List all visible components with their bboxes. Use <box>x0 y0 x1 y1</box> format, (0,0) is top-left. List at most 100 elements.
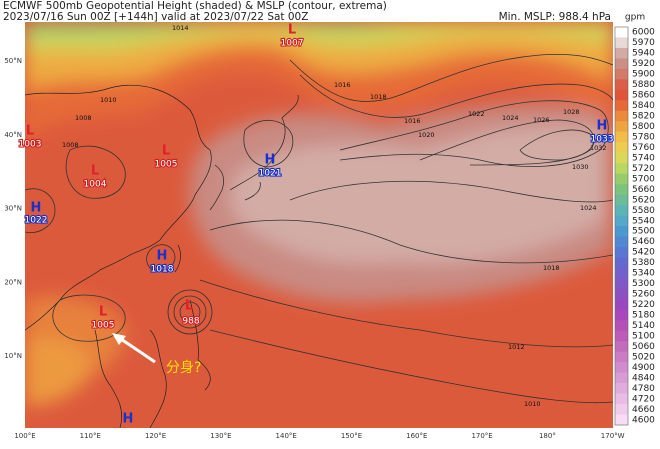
center-value: 1018 <box>151 265 174 275</box>
colorbar-label: 5540 <box>632 216 655 226</box>
colorbar-swatch <box>615 351 628 363</box>
center-value: 988 <box>182 317 199 327</box>
colorbar-label: 4660 <box>632 405 655 415</box>
title: ECMWF 500mb Geopotential Height (shaded)… <box>3 0 387 12</box>
colorbar-label: 5780 <box>632 132 655 142</box>
colorbar-label: 4780 <box>632 384 655 394</box>
colorbar-swatch <box>615 131 628 143</box>
colorbar-swatch <box>615 58 628 70</box>
lon-label: 100°E <box>14 432 35 440</box>
colorbar-swatch <box>615 383 628 394</box>
colorbar-label: 5940 <box>632 49 655 59</box>
center-type: H <box>597 119 608 134</box>
colorbar-swatch <box>615 362 628 373</box>
colorbar-label: 5970 <box>632 38 655 48</box>
colorbar-swatch <box>615 257 628 269</box>
colorbar-label: 5180 <box>632 311 655 321</box>
lon-label: 170°E <box>471 432 492 440</box>
colorbar-label: 4840 <box>632 373 655 383</box>
colorbar-label: 5580 <box>632 206 655 216</box>
colorbar-label: 5700 <box>632 174 655 184</box>
colorbar-label: 4600 <box>632 415 655 425</box>
colorbar-swatch <box>615 110 628 122</box>
lon-label: 110°E <box>80 432 101 440</box>
colorbar-swatch <box>615 215 628 227</box>
colorbar-swatch <box>615 246 628 258</box>
isobar-label: 1016 <box>404 117 421 125</box>
center-type: H <box>265 153 276 168</box>
colorbar-label: 5660 <box>632 185 655 195</box>
lon-label: 140°E <box>276 432 297 440</box>
pressure-centers: L 1007 L 1003 L 1005 L 1004 H 1021 H 102… <box>17 23 614 427</box>
lat-label: 10°N <box>4 352 22 360</box>
isobar-label: 1022 <box>468 110 485 118</box>
colorbar-label: 5820 <box>632 112 655 122</box>
center-value: 1007 <box>281 39 304 49</box>
colorbar-swatch <box>615 163 628 174</box>
colorbar-label: 5740 <box>632 153 655 163</box>
center-type: L <box>26 124 34 139</box>
colorbar-swatch <box>615 100 628 112</box>
center-value: 1004 <box>84 180 107 190</box>
colorbar-swatch <box>615 142 628 153</box>
lon-label: 160°E <box>406 432 427 440</box>
colorbar-swatch <box>615 173 628 185</box>
lat-label: 30°N <box>4 205 22 213</box>
isobar-label: 1010 <box>524 400 541 408</box>
isobar-label: 1024 <box>502 114 519 122</box>
subtitle: 2023/07/16 Sun 00Z [+144h] valid at 2023… <box>3 11 308 23</box>
isobar-label: 1032 <box>590 144 607 152</box>
colorbar-swatch <box>615 47 628 59</box>
colorbar-swatch <box>615 121 628 133</box>
colorbar-label: 4720 <box>632 394 655 404</box>
lon-label: 170°W <box>601 432 625 440</box>
colorbar-unit: gpm <box>625 13 645 23</box>
lon-label: 180° <box>539 432 556 440</box>
arrowhead <box>112 333 126 345</box>
colorbar: gpm 600059705940592059005880586058405820… <box>614 13 655 426</box>
colorbar-label: 5460 <box>632 237 655 247</box>
colorbar-label: 4900 <box>632 363 655 373</box>
isobar-label: 1028 <box>563 108 580 116</box>
colorbar-swatch <box>615 205 628 216</box>
isobar-label: 1020 <box>418 131 435 139</box>
isobar-label: 1026 <box>533 116 550 124</box>
center-value: 1021 <box>259 169 282 179</box>
colorbar-swatch <box>615 404 628 415</box>
lat-labels: 50°N 40°N 30°N 20°N 10°N <box>4 57 22 360</box>
colorbar-label: 5020 <box>632 352 655 362</box>
colorbar-label: 5340 <box>632 269 655 279</box>
center-type: H <box>123 412 134 427</box>
colorbar-swatch <box>615 278 628 290</box>
colorbar-swatch <box>615 330 628 342</box>
arrow <box>117 335 156 364</box>
colorbar-label: 5800 <box>632 122 655 132</box>
colorbar-swatch <box>615 27 628 38</box>
lon-label: 120°E <box>145 432 166 440</box>
colorbar-label: 5760 <box>632 143 655 153</box>
colorbar-label: 5860 <box>632 91 655 101</box>
colorbar-swatch <box>615 341 628 352</box>
center-type: L <box>162 144 170 159</box>
lon-label: 130°E <box>210 432 231 440</box>
isobar-label: 1014 <box>172 24 189 32</box>
lat-label: 50°N <box>4 57 22 65</box>
colorbar-swatch <box>615 299 628 311</box>
colorbar-label: 5100 <box>632 331 655 341</box>
colorbar-swatch <box>615 393 628 405</box>
center-type: L <box>185 299 193 314</box>
colorbar-label: 5720 <box>632 164 655 174</box>
colorbar-swatch <box>615 288 628 300</box>
colorbar-label: 6000 <box>632 28 655 38</box>
isobar-label: 1018 <box>543 264 560 272</box>
colorbar-label: 5060 <box>632 342 655 352</box>
colorbar-swatch <box>615 152 628 164</box>
isobar-label: 1030 <box>572 163 589 171</box>
isobar-label: 1012 <box>508 343 525 351</box>
isobar-label: 1008 <box>62 141 79 149</box>
colorbar-swatch <box>615 68 628 80</box>
center-value: 1022 <box>25 216 48 226</box>
min-mslp: Min. MSLP: 988.4 hPa <box>499 11 611 23</box>
colorbar-swatch <box>615 372 628 384</box>
